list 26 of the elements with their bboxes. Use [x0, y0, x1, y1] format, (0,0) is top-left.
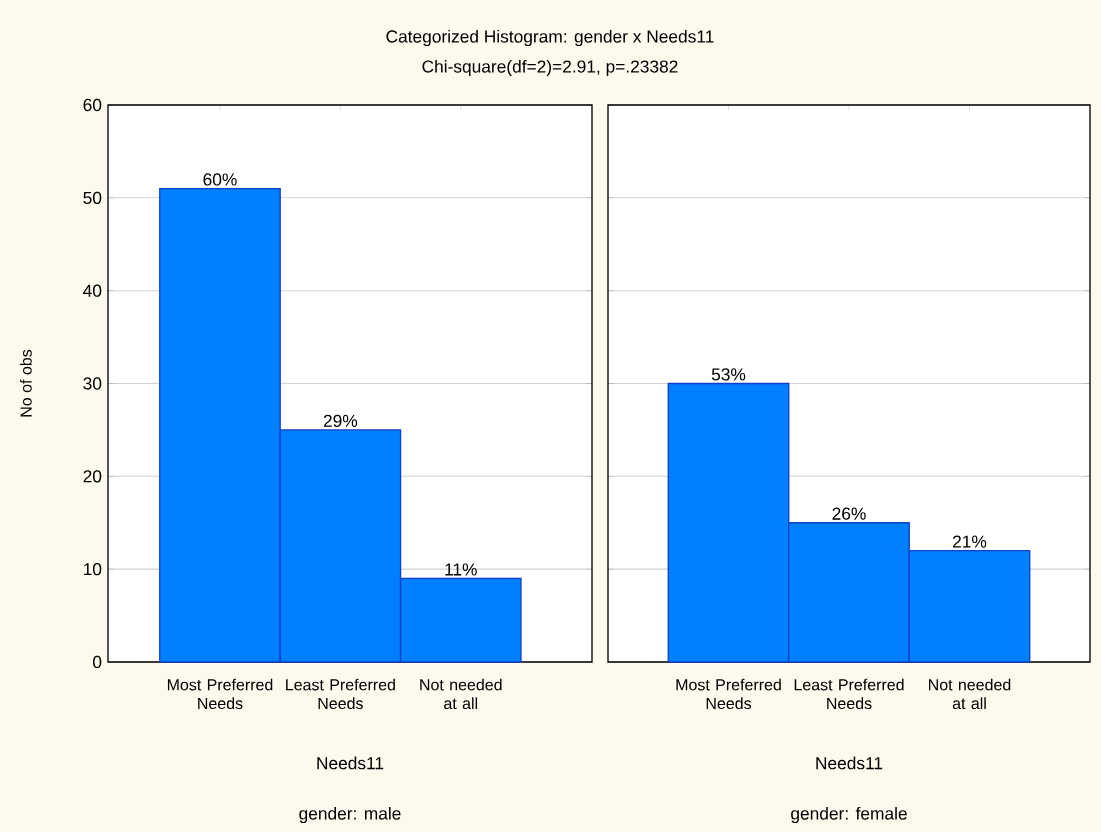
y-tick-label: 40: [83, 284, 102, 297]
x-tick-label: Not needed at all: [420, 678, 502, 710]
x-tick-label: Least Preferred Needs: [286, 678, 395, 710]
y-tick-label: 10: [84, 563, 102, 576]
text: gender: male: [299, 806, 401, 824]
y-axis-title: No of obs: [20, 349, 32, 417]
annotation: 11%: [445, 563, 477, 576]
y-tick-label: 50: [83, 191, 102, 204]
chart-subtitle: Chi-square(df=2)=2.91, p=.23382: [422, 59, 678, 77]
text: gender: female: [791, 806, 907, 824]
annotation: 60%: [203, 173, 237, 186]
y-tick-label: 30: [83, 377, 102, 390]
x-axis-title: Needs11: [317, 756, 384, 770]
annotation: 26%: [832, 507, 866, 520]
annotation: 21%: [953, 535, 987, 548]
chart-title: Categorized Histogram: gender x Needs11: [386, 29, 714, 47]
y-tick-label: 60: [83, 98, 102, 112]
x-tick-label: Least Preferred Needs: [794, 678, 904, 710]
annotation: 53%: [711, 368, 746, 381]
annotation: 29%: [323, 414, 358, 427]
x-tick-label: Most Preferred Needs: [167, 678, 273, 710]
x-tick-label: Most Preferred Needs: [676, 678, 781, 710]
y-tick-label: 0: [92, 655, 102, 669]
x-tick-label: Not needed at all: [929, 678, 1011, 710]
x-axis-title: Needs11: [816, 756, 883, 770]
y-tick-label: 20: [83, 470, 102, 483]
